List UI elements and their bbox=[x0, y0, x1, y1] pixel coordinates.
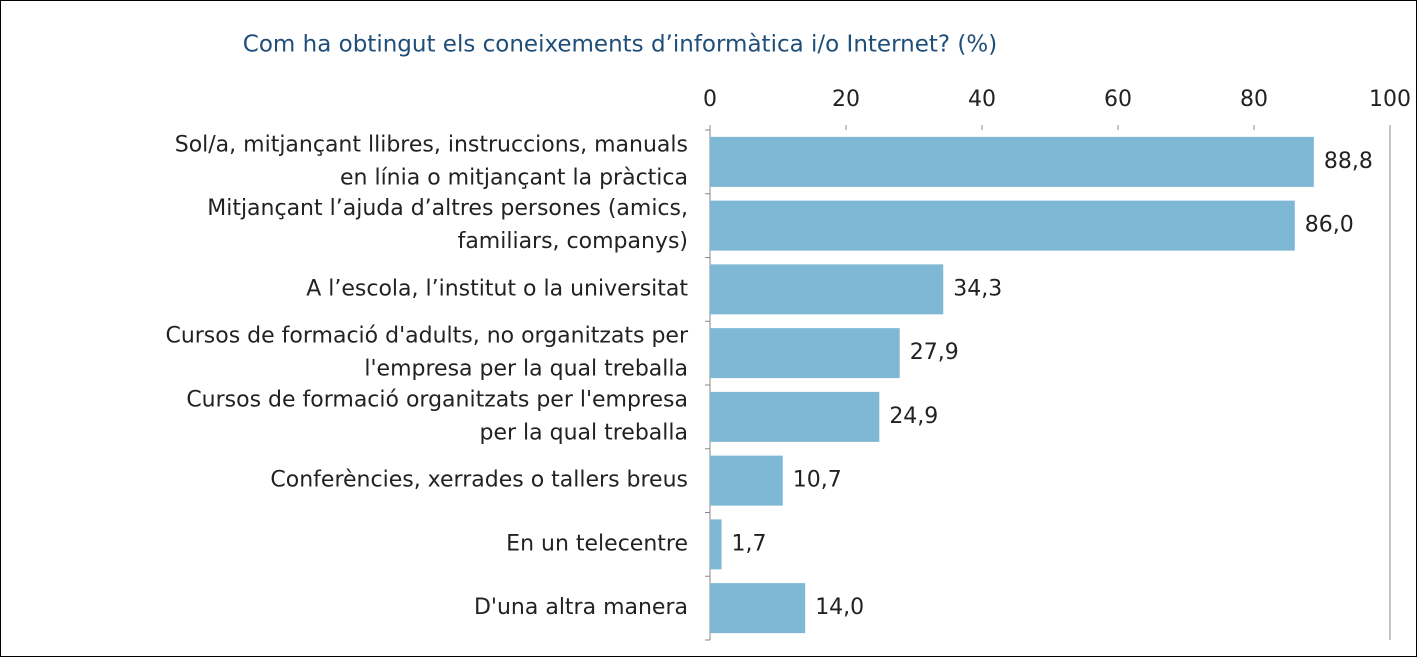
value-label: 14,0 bbox=[815, 595, 864, 620]
y-tick-label: en línia o mitjançant la pràctica bbox=[340, 165, 688, 190]
y-tick-label: Sol/a, mitjançant llibres, instruccions,… bbox=[175, 132, 688, 157]
value-label: 27,9 bbox=[910, 340, 959, 365]
value-label: 88,8 bbox=[1324, 149, 1373, 174]
y-tick-label: familiars, companys) bbox=[458, 229, 688, 254]
y-tick-label: Cursos de formació organitzats per l'emp… bbox=[186, 387, 688, 412]
x-tick-label: 80 bbox=[1240, 87, 1268, 112]
value-label: 10,7 bbox=[793, 468, 842, 493]
bar bbox=[710, 583, 806, 634]
bar bbox=[710, 455, 783, 506]
y-tick-label: Mitjançant l’ajuda d’altres persones (am… bbox=[207, 196, 688, 221]
x-tick-label: 100 bbox=[1369, 87, 1411, 112]
y-tick-label: Conferències, xerrades o tallers breus bbox=[270, 468, 688, 493]
x-tick-label: 60 bbox=[1104, 87, 1132, 112]
value-label: 34,3 bbox=[953, 276, 1002, 301]
value-label: 1,7 bbox=[732, 531, 767, 556]
y-tick-label: per la qual treballa bbox=[480, 420, 689, 445]
value-label: 86,0 bbox=[1305, 213, 1354, 238]
bar bbox=[710, 519, 722, 570]
y-tick-label: A l’escola, l’institut o la universitat bbox=[306, 276, 688, 301]
bar bbox=[710, 136, 1314, 187]
x-tick-label: 40 bbox=[968, 87, 996, 112]
x-tick-label: 0 bbox=[703, 87, 717, 112]
y-tick-label: Cursos de formació d'adults, no organitz… bbox=[165, 324, 688, 349]
y-tick-label: En un telecentre bbox=[506, 531, 688, 556]
x-tick-label: 20 bbox=[832, 87, 860, 112]
value-label: 24,9 bbox=[889, 404, 938, 429]
bar bbox=[710, 264, 944, 315]
chart-title: Com ha obtingut els coneixements d’infor… bbox=[243, 32, 997, 58]
bar bbox=[710, 328, 900, 379]
y-tick-label: l'empresa per la qual treballa bbox=[364, 357, 688, 382]
bar bbox=[710, 200, 1295, 251]
y-tick-label: D'una altra manera bbox=[474, 595, 688, 620]
bar bbox=[710, 391, 880, 442]
